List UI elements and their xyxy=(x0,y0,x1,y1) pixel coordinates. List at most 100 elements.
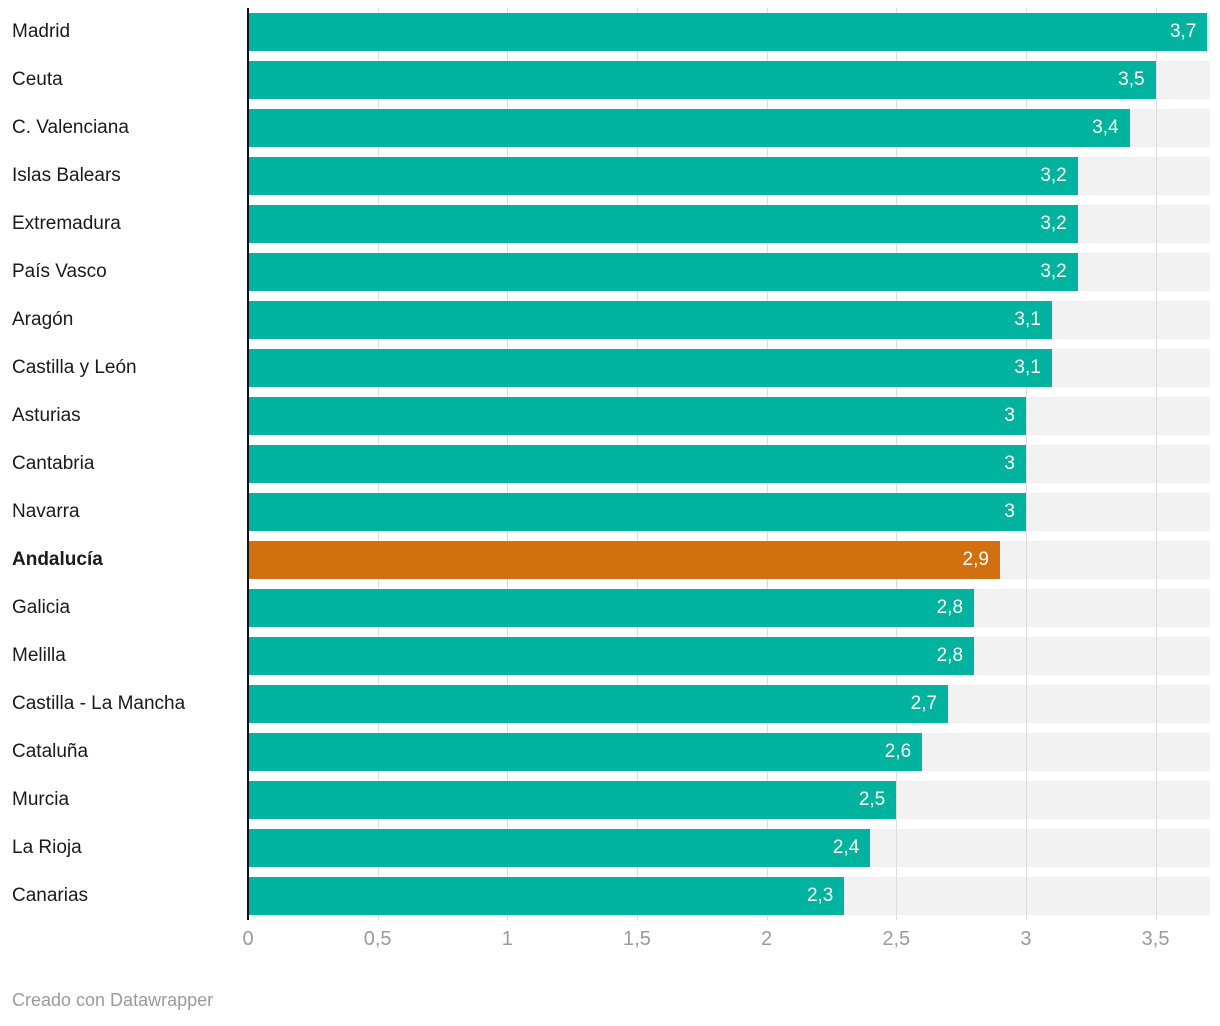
bar-track: 3,1 xyxy=(248,349,1210,387)
x-axis-tick-labels: 0 0,5 1 1,5 2 2,5 3 3,5 xyxy=(242,928,1210,960)
bar: 3,2 xyxy=(248,157,1078,195)
category-label: Melilla xyxy=(12,645,66,666)
x-tick-label: 0,5 xyxy=(363,928,392,950)
bar-row: Galicia 2,8 xyxy=(0,584,1220,632)
value-label: 2,8 xyxy=(936,645,964,666)
value-label: 3 xyxy=(1004,453,1015,474)
bar: 2,8 xyxy=(248,589,975,627)
bar: 2,6 xyxy=(248,733,923,771)
value-label: 2,5 xyxy=(858,789,886,810)
bar-row: La Rioja 2,4 xyxy=(0,824,1220,872)
bar-track: 3,5 xyxy=(248,61,1210,99)
datawrapper-credit-link[interactable]: Creado con Datawrapper xyxy=(12,990,214,1010)
value-label: 2,7 xyxy=(910,693,938,714)
bar-track: 3,2 xyxy=(248,157,1210,195)
value-label: 2,3 xyxy=(806,885,834,906)
value-label: 2,8 xyxy=(936,597,964,618)
bar: 3,1 xyxy=(248,301,1052,339)
value-label: 3,2 xyxy=(1040,261,1067,282)
bar-track: 2,4 xyxy=(248,829,1210,867)
bar-track: 3,1 xyxy=(248,301,1210,339)
value-label: 3,1 xyxy=(1014,309,1041,330)
category-label: Canarias xyxy=(12,885,89,906)
bar-row: Murcia 2,5 xyxy=(0,776,1220,824)
value-label: 3,2 xyxy=(1040,165,1067,186)
value-label: 2,4 xyxy=(832,837,860,858)
category-label: Andalucía xyxy=(12,549,103,570)
bar-track: 3,4 xyxy=(248,109,1210,147)
category-label: Ceuta xyxy=(12,69,63,90)
bar: 2,8 xyxy=(248,637,975,675)
x-tick-label: 3 xyxy=(1020,928,1032,950)
value-label: 3,1 xyxy=(1014,357,1041,378)
bar-row: Castilla y León 3,1 xyxy=(0,344,1220,392)
bar-row: Islas Balears 3,2 xyxy=(0,152,1220,200)
y-axis-line xyxy=(247,8,249,920)
bar: 3,2 xyxy=(248,205,1078,243)
bar-row: Canarias 2,3 xyxy=(0,872,1220,920)
bar: 3,2 xyxy=(248,253,1078,291)
value-label: 3,4 xyxy=(1092,117,1119,138)
bar-row: Castilla - La Mancha 2,7 xyxy=(0,680,1220,728)
x-tick-label: 2,5 xyxy=(882,928,911,950)
value-label: 3 xyxy=(1004,405,1015,426)
category-label: C. Valenciana xyxy=(12,117,129,138)
bar-row: Ceuta 3,5 xyxy=(0,56,1220,104)
bar-row: Madrid 3,7 xyxy=(0,8,1220,56)
bar-track: 2,9 xyxy=(248,541,1210,579)
bar: 3,5 xyxy=(248,61,1156,99)
bar-row: Asturias 3 xyxy=(0,392,1220,440)
category-label: País Vasco xyxy=(12,261,107,282)
category-label: Aragón xyxy=(12,309,74,330)
bar-highlight: 2,9 xyxy=(248,541,1000,579)
category-label: Cataluña xyxy=(12,741,89,762)
bar-track: 2,8 xyxy=(248,637,1210,675)
bar: 3 xyxy=(248,397,1026,435)
category-label: Islas Balears xyxy=(12,165,121,186)
value-label: 3 xyxy=(1004,501,1015,522)
bar-track: 3,7 xyxy=(248,13,1210,51)
category-label: Extremadura xyxy=(12,213,121,234)
bar: 2,3 xyxy=(248,877,845,915)
bar-track: 3 xyxy=(248,445,1210,483)
bar: 3,1 xyxy=(248,349,1052,387)
plot-rows: Madrid 3,7 Ceuta 3,5 C. Valenciana 3,4 Islas B… xyxy=(0,8,1220,920)
category-label: Castilla - La Mancha xyxy=(12,693,186,714)
bar-row: País Vasco 3,2 xyxy=(0,248,1220,296)
bar: 3,7 xyxy=(248,13,1208,51)
bar-track: 2,3 xyxy=(248,877,1210,915)
bar-track: 2,7 xyxy=(248,685,1210,723)
x-tick-label: 1,5 xyxy=(623,928,651,950)
bar: 2,5 xyxy=(248,781,897,819)
category-label: Madrid xyxy=(12,21,71,42)
x-tick-label: 3,5 xyxy=(1141,928,1170,950)
value-label: 3,2 xyxy=(1040,213,1067,234)
x-tick-label: 1 xyxy=(501,928,513,950)
category-label: Galicia xyxy=(12,597,71,618)
bar-row: Cantabria 3 xyxy=(0,440,1220,488)
category-label: Murcia xyxy=(12,789,70,810)
category-label: Navarra xyxy=(12,501,80,522)
bar-row: Andalucía 2,9 xyxy=(0,536,1220,584)
bar: 3 xyxy=(248,445,1026,483)
bar-chart: Madrid 3,7 Ceuta 3,5 C. Valenciana 3,4 Islas B… xyxy=(0,8,1220,960)
bar-row: Cataluña 2,6 xyxy=(0,728,1220,776)
bar-track: 2,6 xyxy=(248,733,1210,771)
bar-track: 3,2 xyxy=(248,253,1210,291)
category-label: Cantabria xyxy=(12,453,95,474)
bar-row: Extremadura 3,2 xyxy=(0,200,1220,248)
value-label: 3,7 xyxy=(1169,21,1197,42)
value-label: 3,5 xyxy=(1118,69,1145,90)
bar-row: Navarra 3 xyxy=(0,488,1220,536)
bar-track: 3 xyxy=(248,493,1210,531)
category-label: Castilla y León xyxy=(12,357,137,378)
bar: 2,4 xyxy=(248,829,871,867)
bar-row: Aragón 3,1 xyxy=(0,296,1220,344)
bar-track: 3 xyxy=(248,397,1210,435)
value-label: 2,9 xyxy=(962,549,989,570)
bar: 2,7 xyxy=(248,685,949,723)
bar: 3 xyxy=(248,493,1026,531)
bar-track: 2,5 xyxy=(248,781,1210,819)
bar-row: Melilla 2,8 xyxy=(0,632,1220,680)
